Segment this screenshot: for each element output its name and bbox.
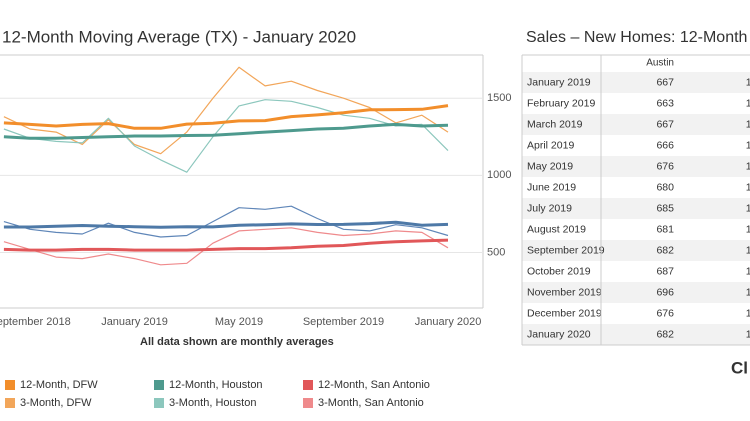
- chart-note: All data shown are monthly averages: [140, 336, 334, 348]
- table-cell: 685: [656, 202, 674, 214]
- table-cell: 1,305: [746, 76, 750, 88]
- row-band: [522, 282, 750, 303]
- legend-label: 12-Month, Houston: [169, 379, 263, 391]
- table-cell: 676: [656, 160, 674, 172]
- legend-label: 12-Month, DFW: [20, 379, 98, 391]
- series-line: [3, 104, 449, 130]
- legend-label: 12-Month, San Antonio: [318, 379, 430, 391]
- table-cell: 1,392: [746, 223, 750, 235]
- series-line: [3, 238, 449, 252]
- table-cell: 1,428: [746, 307, 750, 319]
- table-cell: 663: [656, 97, 674, 109]
- table-cell: 687: [656, 265, 674, 277]
- table-title: Sales – New Homes: 12-Month: [526, 29, 747, 46]
- row-band: [522, 198, 750, 219]
- table-cell: 1,332: [746, 118, 750, 130]
- legend-swatch: [154, 380, 164, 390]
- table-cell: 1,452: [746, 328, 750, 340]
- row-band: [522, 324, 750, 345]
- table-cell: 666: [656, 139, 674, 151]
- table-cell: 696: [656, 286, 674, 298]
- x-tick-label: January 2020: [415, 316, 482, 328]
- row-label: January 2019: [527, 76, 591, 88]
- series-line: [3, 227, 449, 266]
- legend-swatch: [154, 398, 164, 408]
- table-cell: 1,337: [746, 139, 750, 151]
- x-tick-label: September 2018: [0, 316, 71, 328]
- footer-text: Cl: [731, 358, 748, 377]
- table-cell: 1,355: [746, 181, 750, 193]
- series-line: [3, 220, 449, 229]
- y-tick-label: 1500: [487, 92, 511, 104]
- row-band: [522, 156, 750, 177]
- legend-swatch: [5, 398, 15, 408]
- legend-swatch: [5, 380, 15, 390]
- row-band: [522, 240, 750, 261]
- table-cell: 1,353: [746, 160, 750, 172]
- legend-swatch: [303, 398, 313, 408]
- row-label: May 2019: [527, 160, 573, 172]
- row-label: March 2019: [527, 118, 583, 130]
- table-cell: 681: [656, 223, 674, 235]
- y-tick-label: 500: [487, 246, 505, 258]
- legend-label: 3-Month, San Antonio: [318, 397, 424, 409]
- series-line: [3, 205, 449, 238]
- row-label: February 2019: [527, 97, 595, 109]
- row-label: July 2019: [527, 202, 572, 214]
- row-label: December 2019: [527, 307, 602, 319]
- x-tick-label: September 2019: [303, 316, 384, 328]
- table-cell: 1,426: [746, 286, 750, 298]
- row-label: January 2020: [527, 328, 591, 340]
- series-line: [3, 122, 449, 140]
- row-label: June 2019: [527, 181, 576, 193]
- table-cell: 676: [656, 307, 674, 319]
- row-band: [522, 72, 750, 93]
- table-cell: 667: [656, 118, 674, 130]
- legend-swatch: [303, 380, 313, 390]
- row-band: [522, 114, 750, 135]
- x-tick-label: January 2019: [101, 316, 168, 328]
- row-label: October 2019: [527, 265, 591, 277]
- legend-label: 3-Month, Houston: [169, 397, 256, 409]
- table-cell: 1,305: [746, 97, 750, 109]
- table-cell: 667: [656, 76, 674, 88]
- column-header: Austin: [646, 58, 674, 69]
- legend-label: 3-Month, DFW: [20, 397, 92, 409]
- table-cell: 680: [656, 181, 674, 193]
- table-cell: 1,406: [746, 244, 750, 256]
- row-label: August 2019: [527, 223, 586, 235]
- row-label: September 2019: [527, 244, 605, 256]
- table-cell: 682: [656, 244, 674, 256]
- row-label: April 2019: [527, 139, 574, 151]
- y-tick-label: 1000: [487, 169, 511, 181]
- table-cell: 1,381: [746, 202, 750, 214]
- chart-title: 12-Month Moving Average (TX) - January 2…: [2, 27, 356, 46]
- x-tick-label: May 2019: [215, 316, 263, 328]
- row-label: November 2019: [527, 286, 602, 298]
- table-cell: 1,425: [746, 265, 750, 277]
- table-cell: 682: [656, 328, 674, 340]
